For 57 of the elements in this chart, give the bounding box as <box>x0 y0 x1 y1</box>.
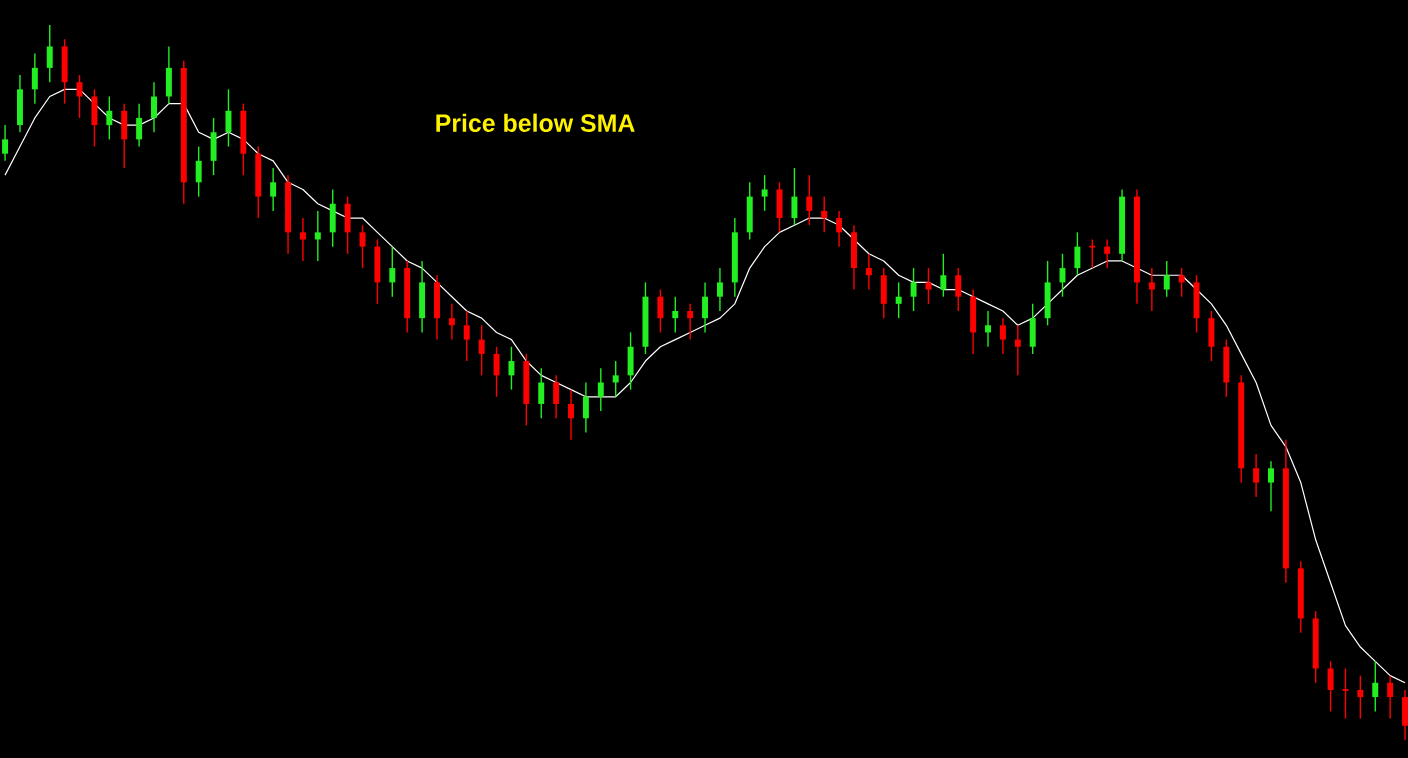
candlestick <box>136 102 143 148</box>
candlestick <box>508 346 515 391</box>
candlestick <box>672 296 679 334</box>
candlestick <box>806 174 813 226</box>
candlestick <box>761 174 768 212</box>
candlestick <box>31 52 38 105</box>
candlestick <box>1178 267 1185 298</box>
candlestick <box>2 124 9 162</box>
candlestick <box>582 381 589 434</box>
candlestick <box>299 217 306 262</box>
candlestick <box>940 253 947 298</box>
candlestick <box>1327 660 1334 713</box>
candlestick <box>106 95 113 141</box>
candlestick <box>1074 231 1081 276</box>
candlestick <box>225 88 232 148</box>
candlestick <box>1268 460 1274 512</box>
candlestick <box>925 267 932 305</box>
candlestick <box>910 267 917 312</box>
candlestick <box>1104 238 1111 269</box>
candlestick <box>597 367 604 412</box>
candlestick <box>1341 667 1350 720</box>
candlestick <box>716 267 723 312</box>
candlestick <box>836 210 843 248</box>
candlestick <box>657 288 664 334</box>
candlestick <box>612 360 619 398</box>
candlestick <box>1357 674 1364 720</box>
candlestick <box>687 303 694 341</box>
candlestick <box>821 195 828 234</box>
candlestick <box>270 167 277 212</box>
candlestick <box>314 210 321 262</box>
candlestick <box>895 281 902 319</box>
candlestick <box>493 346 500 398</box>
candlestick <box>702 281 709 334</box>
candlestick <box>76 74 83 119</box>
candlestick <box>553 374 560 419</box>
candlestick <box>999 317 1006 355</box>
candlestick <box>1088 238 1097 269</box>
candlestick <box>985 310 992 348</box>
candlestick <box>1014 324 1021 377</box>
candlestick <box>448 303 455 341</box>
candlestick <box>955 267 962 312</box>
candlestick <box>1387 674 1394 720</box>
candlestick <box>538 367 545 419</box>
candlestick <box>1253 453 1260 498</box>
candlestick <box>791 167 798 226</box>
candlestick <box>568 388 574 441</box>
candlestick <box>865 253 872 291</box>
candlestick <box>1372 660 1379 713</box>
candlestick <box>1163 260 1170 298</box>
candlestick <box>463 310 470 362</box>
candlestick <box>1148 267 1155 312</box>
candlestick <box>389 245 396 298</box>
candlestick <box>151 81 157 133</box>
candlestick <box>195 145 202 198</box>
candlestick <box>46 24 53 83</box>
annotation: Price below SMA <box>436 113 635 132</box>
candlestick <box>478 324 485 377</box>
